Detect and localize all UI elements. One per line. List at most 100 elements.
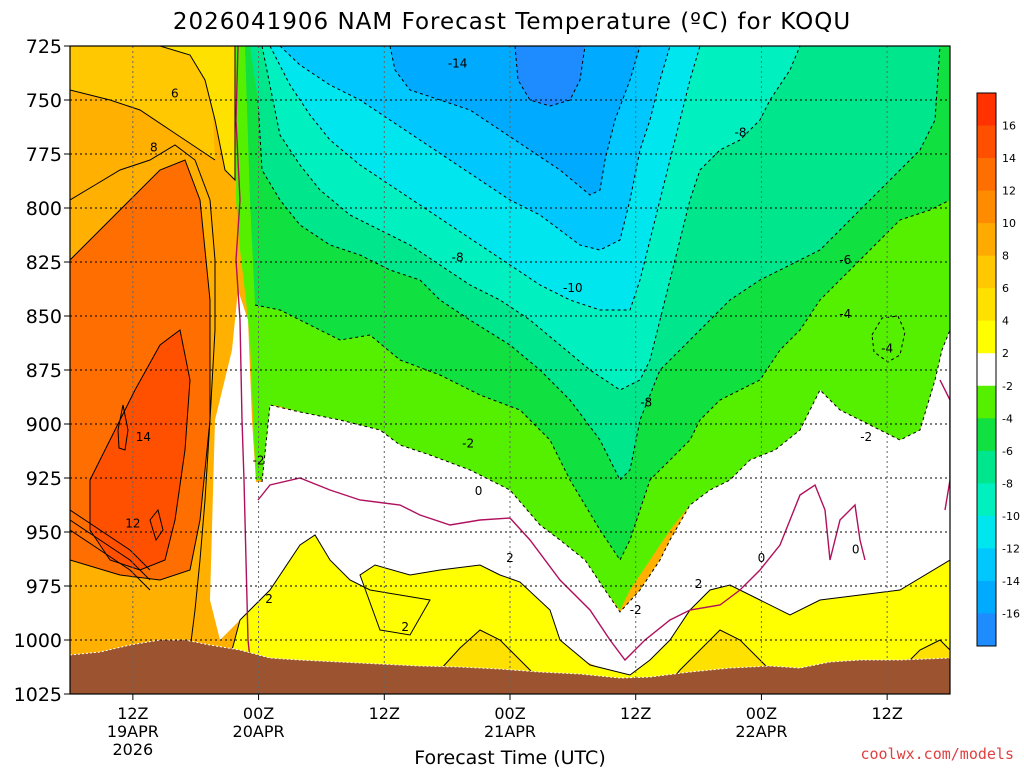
band-minus18-minus16 xyxy=(515,46,585,106)
y-tick-label: 950 xyxy=(26,522,62,544)
y-tick-label: 875 xyxy=(26,360,62,382)
colorbar-bin xyxy=(977,223,996,257)
x-tick-date: 20APR xyxy=(233,722,285,741)
contour-label: -2 xyxy=(860,430,872,444)
contour-label: 14 xyxy=(136,430,151,444)
y-tick-label: 775 xyxy=(26,144,62,166)
colorbar-tick-label: -12 xyxy=(1002,542,1020,555)
contour-minus2 xyxy=(261,329,950,613)
contour-plus16 xyxy=(117,404,164,542)
colorbar-bin xyxy=(977,450,996,484)
x-tick-label: 12Z xyxy=(117,704,148,723)
contour-label: -2 xyxy=(462,436,474,450)
contour-label: -4 xyxy=(881,341,893,355)
colorbar-tick-label: -10 xyxy=(1002,510,1020,523)
ground-terrain xyxy=(70,640,950,694)
colorbar-bin xyxy=(977,320,996,354)
contour-label: 12 xyxy=(125,516,140,530)
contour-label: -8 xyxy=(734,125,746,139)
x-tick-label: 00Z xyxy=(243,704,274,723)
contour-label: -6 xyxy=(839,253,851,267)
y-tick-label: 850 xyxy=(26,306,62,328)
colorbar-tick-label: 2 xyxy=(1002,347,1009,360)
band-8-10 xyxy=(70,46,215,160)
colorbar-tick-label: -14 xyxy=(1002,575,1020,588)
band-minus4-minus2-blob xyxy=(872,316,905,362)
plot-area: -14 -8 6 8 -8 -6 -10 -4 -4 -8 -2 14 -2 -2 0 12 2 0 0 2 2 2 -2 xyxy=(70,46,950,694)
x-tick-date: 22APR xyxy=(735,722,787,741)
colorbar-bin xyxy=(977,483,996,517)
y-tick-label: 750 xyxy=(26,90,62,112)
contour-plus10 xyxy=(70,144,216,651)
colorbar-bin xyxy=(977,125,996,159)
contour-minus10 xyxy=(269,46,701,311)
contour-label: 0 xyxy=(475,484,483,498)
x-tick-date: 21APR xyxy=(484,722,536,741)
colorbar-tick-label: -2 xyxy=(1002,380,1013,393)
contour-label: 2 xyxy=(506,551,514,565)
y-tick-label: 725 xyxy=(26,36,62,58)
colorbar-frame xyxy=(976,92,997,647)
ground-edge xyxy=(70,639,950,679)
colorbar-tick-label: -4 xyxy=(1002,412,1013,425)
colorbar-bin xyxy=(977,255,996,289)
contour-labels: -14 -8 6 8 -8 -6 -10 -4 -4 -8 -2 14 -2 -2 0 12 2 0 0 2 2 2 -2 xyxy=(125,56,893,634)
x-tick-date: 19APR xyxy=(107,722,159,741)
contour-plus6 xyxy=(159,46,236,182)
contour-minus14 xyxy=(389,46,641,196)
contour-label: 2 xyxy=(695,577,703,591)
contour-label: -8 xyxy=(452,251,464,265)
contour-label: -2 xyxy=(630,603,642,617)
y-tick-label: 900 xyxy=(26,414,62,436)
colorbar-bin xyxy=(977,353,996,387)
x-tick-label: 12Z xyxy=(369,704,400,723)
colorbar-bin xyxy=(977,385,996,419)
colorbar-bin xyxy=(977,613,996,647)
x-tick-year: 2026 xyxy=(112,740,153,759)
colorbar-bin xyxy=(977,515,996,549)
contour-label: -10 xyxy=(563,281,583,295)
contour-label: 2 xyxy=(401,620,409,634)
colorbar-bin xyxy=(977,418,996,452)
contour-label: -2 xyxy=(253,454,265,468)
contour-minus4 xyxy=(254,199,950,561)
y-tick-label: 1000 xyxy=(14,630,62,652)
colorbar-bin xyxy=(977,93,996,126)
x-tick-label: 00Z xyxy=(494,704,525,723)
colorbar-tick-label: 8 xyxy=(1002,250,1009,263)
contour-label: 6 xyxy=(171,87,179,101)
colorbar-tick-label: -6 xyxy=(1002,445,1013,458)
colorbar-tick-label: 6 xyxy=(1002,282,1009,295)
y-axis: 725 750 775 800 825 850 875 900 925 950 975 1000 102… xyxy=(14,36,70,706)
x-tick-label: 12Z xyxy=(620,704,651,723)
contour-label: 8 xyxy=(150,141,158,155)
contour-label: 2 xyxy=(265,592,273,606)
x-axis-title: Forecast Time (UTC) xyxy=(414,747,605,768)
colorbar-bin xyxy=(977,158,996,191)
chart-title: 2026041906 NAM Forecast Temperature (ºC)… xyxy=(173,9,851,35)
band-6-8 xyxy=(160,46,235,180)
colorbar-tick-label: -8 xyxy=(1002,477,1013,490)
colorbar-tick-label: 14 xyxy=(1002,152,1016,165)
y-tick-label: 800 xyxy=(26,198,62,220)
colorbar-tick-label: 12 xyxy=(1002,185,1016,198)
contour-label: 0 xyxy=(852,542,860,556)
contour-minus16 xyxy=(514,46,586,107)
contour-plus8 xyxy=(70,89,216,161)
colorbar-tick-label: 16 xyxy=(1002,120,1016,133)
contour-minus6 xyxy=(257,46,941,481)
y-tick-label: 925 xyxy=(26,468,62,490)
colorbar: 16 14 12 10 8 6 4 2 -2 -4 -6 -8 -10 -12 -14 -16 xyxy=(976,92,1020,647)
y-tick-label: 1025 xyxy=(14,684,62,706)
x-tick-label: 00Z xyxy=(746,704,777,723)
colorbar-tick-label: 4 xyxy=(1002,315,1009,328)
x-tick-label: 12Z xyxy=(871,704,902,723)
contour-plus14 xyxy=(89,329,191,571)
contour-label: -4 xyxy=(839,307,851,321)
colorbar-bin xyxy=(977,190,996,224)
contour-minus8 xyxy=(261,46,801,391)
colorbar-bin xyxy=(977,580,996,614)
band-14-16 xyxy=(90,330,190,570)
contour-plus12 xyxy=(70,159,211,581)
